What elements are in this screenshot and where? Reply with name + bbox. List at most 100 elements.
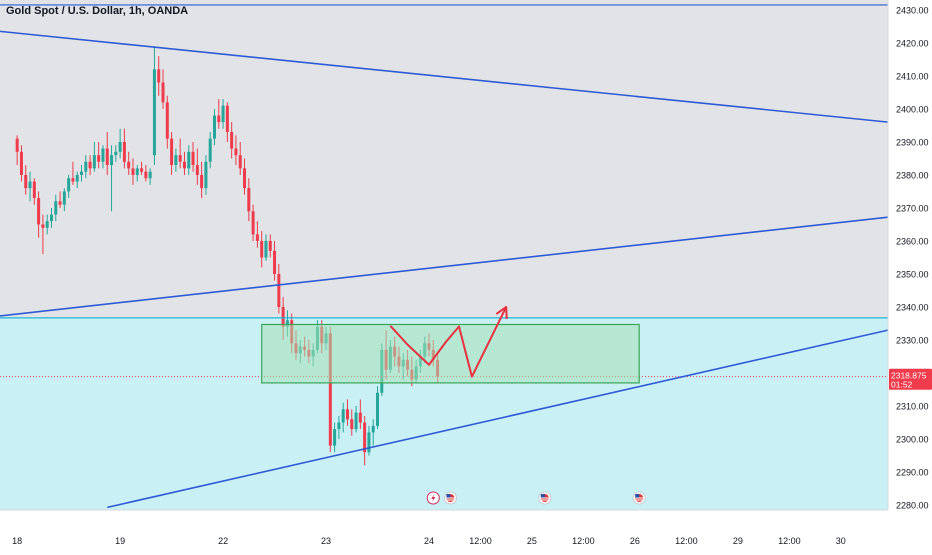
drawing-layer: [261, 305, 640, 384]
candle-body: [105, 148, 109, 166]
candle-body: [75, 174, 79, 182]
x-tick-label: 18: [12, 536, 22, 546]
candle-body: [170, 138, 174, 166]
candle-body: [24, 174, 28, 189]
candle-body: [84, 161, 88, 172]
candle-body: [15, 138, 19, 152]
x-tick-label: 25: [527, 536, 537, 546]
lightning-glyph: [431, 494, 436, 502]
candle-body: [58, 201, 62, 205]
candle-body: [260, 240, 264, 258]
candle-body: [328, 333, 332, 446]
candle-body: [19, 151, 23, 175]
candle-body: [243, 168, 247, 189]
candle-body: [101, 148, 105, 162]
candle-body: [217, 115, 221, 123]
candle-body: [208, 138, 212, 162]
candle-body: [165, 102, 169, 139]
time-scale-bg[interactable]: [0, 510, 932, 550]
candle-body: [71, 178, 75, 182]
flag-canton: [446, 494, 451, 498]
candle-body: [97, 155, 101, 162]
candle-body: [273, 250, 277, 274]
candle-body: [161, 82, 165, 103]
candle-body: [122, 141, 126, 162]
candle-body: [221, 105, 225, 123]
y-tick-label: 2300.00: [896, 435, 929, 445]
candle-body: [354, 412, 358, 430]
candle-body: [135, 168, 139, 175]
x-tick-label: 22: [218, 536, 228, 546]
y-tick-label: 2400.00: [896, 104, 929, 114]
chart-title: Gold Spot / U.S. Dollar, 1h, OANDA: [6, 5, 188, 17]
candle-body: [281, 306, 285, 327]
x-tick-label: 26: [630, 536, 640, 546]
candle-body: [144, 171, 148, 179]
trendline-2: [0, 216, 889, 317]
x-tick-label: 19: [115, 536, 125, 546]
y-tick-label: 2370.00: [896, 203, 929, 213]
candle-body: [37, 198, 41, 225]
candle-body: [225, 105, 229, 133]
x-tick-label: 12:00: [778, 536, 801, 546]
projection-arrowhead: [495, 305, 508, 320]
candle-body: [32, 181, 36, 199]
trendline-3: [107, 329, 889, 509]
candle-body: [341, 409, 345, 423]
candle-body: [212, 115, 216, 139]
candle-body: [333, 429, 337, 446]
candle-body: [148, 171, 152, 179]
price-tag-countdown: 01:52: [891, 380, 913, 390]
candle-body: [80, 171, 84, 175]
candle-body: [131, 168, 135, 175]
candle-body: [277, 273, 281, 307]
candle-body: [204, 161, 208, 189]
candle-body: [41, 224, 45, 228]
x-tick-label: 29: [733, 536, 743, 546]
flag-canton: [540, 494, 545, 498]
trendline-1: [0, 30, 889, 123]
y-tick-label: 2390.00: [896, 137, 929, 147]
candle-body: [178, 155, 182, 162]
candle-body: [62, 191, 66, 205]
y-tick-label: 2360.00: [896, 236, 929, 246]
x-axis[interactable]: 18 19 22 23 24 12:00 25 12:00 26 12:00 29 12:00 30: [12, 536, 846, 546]
candle-body: [230, 132, 234, 149]
candle-body: [88, 161, 92, 169]
y-tick-label: 2330.00: [896, 336, 929, 346]
price-tag-value: 2318.875: [891, 371, 927, 381]
candle-body: [247, 188, 251, 212]
events-layer: [426, 491, 646, 505]
candle-body: [49, 214, 53, 222]
candle-body: [140, 168, 144, 172]
candle-body: [367, 432, 371, 453]
x-tick-label: 30: [836, 536, 846, 546]
y-tick-label: 2280.00: [896, 501, 929, 511]
upper-zone: [0, 0, 888, 318]
candle-body: [200, 174, 204, 189]
candle-body: [28, 181, 32, 189]
x-tick-label: 12:00: [675, 536, 698, 546]
candle-body: [118, 141, 122, 152]
candle-body: [114, 151, 118, 156]
candle-body: [195, 165, 199, 175]
flag-canton: [635, 494, 640, 498]
candle-body: [182, 161, 186, 169]
y-tick-label: 2380.00: [896, 170, 929, 180]
candle-body: [371, 425, 375, 433]
candle-body: [363, 422, 367, 453]
us-flag-event-icon: [632, 491, 646, 505]
y-tick-label: 2430.00: [896, 5, 929, 15]
x-tick-label: 24: [424, 536, 434, 546]
candle-body: [337, 422, 341, 430]
candle-body: [92, 155, 96, 169]
y-tick-label: 2310.00: [896, 402, 929, 412]
range-box: [261, 323, 640, 384]
candle-body: [251, 211, 255, 235]
candle-body: [191, 151, 195, 166]
candle-body: [110, 155, 114, 166]
x-tick-label: 23: [321, 536, 331, 546]
price-scale-bg[interactable]: [888, 0, 932, 510]
